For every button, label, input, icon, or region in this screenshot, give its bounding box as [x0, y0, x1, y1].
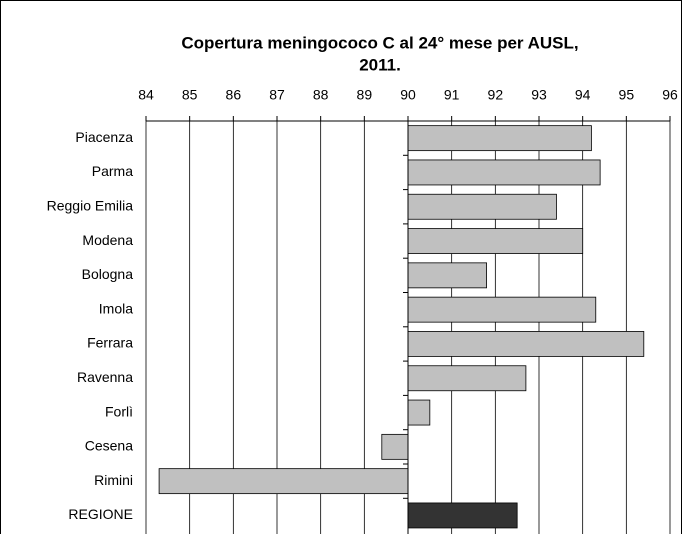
bar: [407, 262, 487, 289]
x-tick-label: 88: [313, 87, 329, 103]
x-tick-label: 91: [444, 87, 460, 103]
bar: [407, 193, 557, 220]
chart-title: 2011.: [359, 55, 401, 74]
y-tick-label: Piacenza: [75, 129, 133, 145]
bar: [407, 502, 518, 529]
y-tick-label: Reggio Emilia: [47, 197, 134, 213]
x-tick-label: 93: [531, 87, 547, 103]
bar: [381, 433, 409, 460]
bar: [407, 296, 597, 323]
bar: [407, 125, 592, 152]
x-tick-label: 90: [400, 87, 416, 103]
bar: [407, 228, 584, 254]
y-tick-label: Parma: [92, 163, 133, 179]
x-tick-label: 85: [182, 87, 198, 103]
bar: [407, 159, 601, 186]
y-tick-label: Ravenna: [77, 369, 133, 385]
x-tick-label: 94: [575, 87, 591, 103]
x-tick-label: 96: [662, 87, 678, 103]
bar: [158, 468, 409, 495]
x-tick-label: 86: [226, 87, 242, 103]
y-tick-label: Modena: [82, 232, 133, 248]
x-tick-label: 92: [488, 87, 504, 103]
y-tick-label: Forlì: [105, 403, 133, 419]
y-tick-label: Rimini: [94, 472, 133, 488]
y-tick-label: REGIONE: [68, 506, 133, 522]
chart-title: Copertura meningococo C al 24° mese per …: [181, 33, 578, 52]
y-tick-label: Imola: [99, 300, 133, 316]
bar: [407, 365, 527, 392]
y-tick-label: Cesena: [85, 438, 133, 454]
y-tick-label: Ferrara: [87, 335, 133, 351]
y-tick-label: Bologna: [82, 266, 134, 282]
x-tick-label: 84: [138, 87, 154, 103]
bar: [407, 331, 645, 357]
bar: [407, 399, 431, 426]
x-tick-label: 89: [357, 87, 373, 103]
x-tick-label: 87: [269, 87, 285, 103]
x-tick-label: 95: [619, 87, 635, 103]
